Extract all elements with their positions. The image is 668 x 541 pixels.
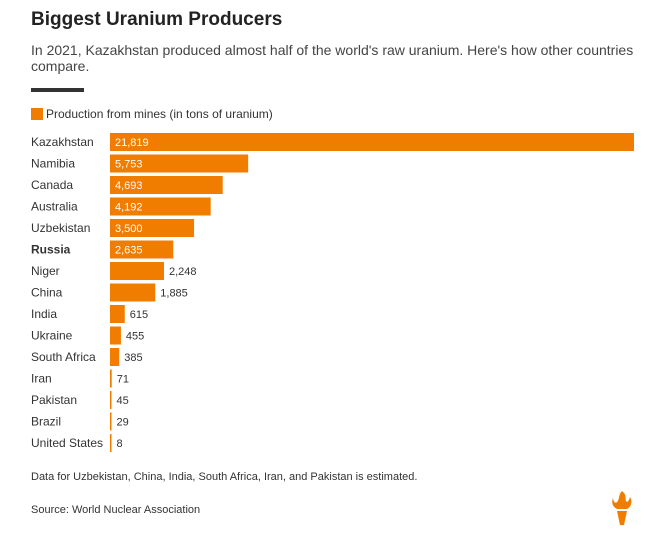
bar-russia [110,240,174,259]
value-label-canada: 4,693 [115,180,143,192]
chart-title: Biggest Uranium Producers [31,9,283,30]
category-label-uzbekistan: Uzbekistan [31,221,90,235]
bar-chart: Kazakhstan 21,819 Namibia 5,753 Canada 4,693 A… [31,133,634,452]
value-label-india: 615 [130,309,148,321]
value-label-australia: 4,192 [115,202,143,214]
bar-kazakhstan [110,133,634,151]
bar-china [110,283,156,302]
bar-niger [110,262,164,280]
value-label-brazil: 29 [117,417,129,429]
category-label-iran: Iran [31,372,52,386]
legend: Production from mines (in tons of uraniu… [31,107,273,121]
category-label-niger: Niger [31,264,60,278]
category-label-namibia: Namibia [31,157,75,171]
category-label-australia: Australia [31,200,78,214]
value-label-russia: 2,635 [115,245,143,257]
value-label-south-africa: 385 [124,352,142,364]
bar-australia [110,197,211,216]
value-label-kazakhstan: 21,819 [115,137,149,149]
rferl-torch-icon [612,491,632,525]
category-label-ukraine: Ukraine [31,329,73,343]
category-label-pakistan: Pakistan [31,393,77,407]
bar-iran [110,369,112,388]
value-label-china: 1,885 [160,288,188,300]
value-label-niger: 2,248 [169,266,197,278]
category-label-united-states: United States [31,436,103,450]
category-label-india: India [31,307,57,321]
value-label-uzbekistan: 3,500 [115,223,143,235]
bar-uzbekistan [110,219,195,237]
bar-india [110,305,125,323]
bar-south-africa [110,348,120,366]
category-label-kazakhstan: Kazakhstan [31,135,94,149]
title-divider [31,88,84,92]
bar-namibia [110,154,249,173]
bar-united-states [110,434,112,452]
category-label-china: China [31,286,63,300]
bar-ukraine [110,326,121,345]
category-label-canada: Canada [31,178,73,192]
legend-swatch [31,108,43,120]
source-note: Source: World Nuclear Association [31,504,201,516]
legend-label: Production from mines (in tons of uraniu… [46,107,273,121]
bar-canada [110,176,223,194]
value-label-namibia: 5,753 [115,159,143,171]
bar-pakistan [110,391,112,409]
value-label-united-states: 8 [117,438,123,450]
value-label-pakistan: 45 [117,395,129,407]
bar-brazil [110,412,112,431]
category-label-russia: Russia [31,243,71,257]
chart-subtitle: In 2021, Kazakhstan produced almost half… [31,42,634,74]
footnote: Data for Uzbekistan, China, India, South… [31,471,418,483]
value-label-ukraine: 455 [126,331,144,343]
value-label-iran: 71 [117,374,129,386]
category-label-brazil: Brazil [31,415,61,429]
category-label-south-africa: South Africa [31,350,96,364]
